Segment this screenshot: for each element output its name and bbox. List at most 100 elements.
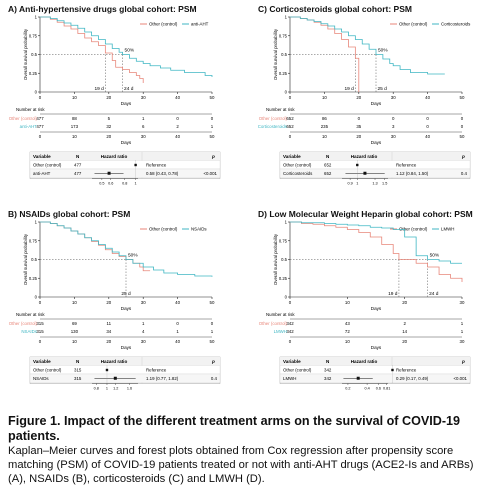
forest-tick-label: 1.3 [372, 182, 377, 186]
x-tick-label: 0 [289, 300, 292, 305]
x-tick-label: 40 [175, 300, 180, 305]
risk-value: 130 [71, 329, 79, 334]
number-at-risk-label: Number at risk [266, 107, 295, 112]
risk-value: 342 [286, 329, 294, 334]
risk-x-tick-label: 20 [402, 339, 407, 344]
forest-tick-label: 1.6 [127, 387, 132, 391]
km-curve-treatment [40, 221, 213, 277]
median-day-label: 24 d [124, 86, 134, 92]
risk-x-tick-label: 20 [106, 134, 111, 139]
forest-n: 315 [74, 367, 82, 372]
forest-header-hr: Hazard ratio [351, 359, 378, 364]
forest-n: 652 [324, 162, 332, 167]
risk-x-tick-label: 0 [289, 134, 292, 139]
forest-header-n: N [326, 359, 330, 364]
y-tick-label: 0 [35, 295, 38, 300]
y-axis-label: Overall survival probability [23, 233, 28, 285]
risk-row-label: LMWH [274, 329, 287, 334]
risk-value: 1 [176, 329, 179, 334]
risk-value: 5 [108, 116, 111, 121]
forest-header-hr: Hazard ratio [351, 154, 378, 159]
forest-hr-text: 0.29 (0.17, 0.49) [396, 376, 429, 381]
y-tick-label: 0.75 [29, 238, 38, 243]
risk-x-axis-label: Days [121, 345, 132, 350]
y-tick-label: 1 [285, 220, 288, 225]
x-tick-label: 10 [322, 95, 327, 100]
median-day-label: 19 d [345, 86, 355, 92]
risk-value: 1 [461, 329, 464, 334]
legend-label-control: Other (control) [149, 227, 178, 232]
risk-value: 3 [392, 124, 395, 129]
risk-row-label: anti-AHT [20, 124, 38, 129]
risk-value: 0 [426, 124, 429, 129]
forest-tick-label: 0.4 [364, 387, 369, 391]
panel-c: C) Corticosteroids global cohort: PSM 0 0… [250, 0, 500, 200]
y-tick-label: 0 [35, 90, 38, 95]
panel-title: C) Corticosteroids global cohort: PSM [258, 4, 412, 14]
km-curve-control [290, 221, 463, 282]
x-axis-label: Days [371, 101, 382, 106]
x-tick-label: 40 [425, 95, 430, 100]
forest-point-estimate [113, 376, 117, 380]
risk-x-tick-label: 20 [106, 339, 111, 344]
forest-n: 342 [324, 367, 332, 372]
forest-header-bg [30, 152, 220, 161]
forest-p-value: 0.4 [211, 376, 218, 381]
y-tick-label: 1 [35, 220, 38, 225]
risk-x-tick-label: 10 [72, 134, 77, 139]
forest-header-variable: Variable [283, 359, 301, 364]
forest-variable: Other (control) [283, 162, 312, 167]
risk-value: 0 [211, 321, 214, 326]
x-tick-label: 0 [39, 300, 42, 305]
forest-header-bg [30, 357, 220, 366]
number-at-risk-label: Number at risk [266, 312, 295, 317]
forest-header-variable: Variable [33, 154, 51, 159]
risk-value: 2 [176, 124, 179, 129]
legend-label-control: Other (control) [399, 22, 428, 27]
forest-point-estimate [107, 171, 111, 175]
median-day-label: 19 d [388, 291, 398, 297]
km-curve-treatment [290, 221, 462, 264]
risk-value: 72 [345, 329, 350, 334]
risk-row-label: Other (control) [9, 116, 38, 121]
risk-value: 173 [71, 124, 79, 129]
risk-x-tick-label: 10 [345, 339, 350, 344]
figure-caption: Figure 1. Impact of the different treatm… [8, 414, 494, 487]
risk-value: 86 [322, 116, 327, 121]
legend-label-control: Other (control) [399, 227, 428, 232]
risk-value: 1 [142, 321, 145, 326]
forest-tick-label: 1.5 [382, 182, 387, 186]
legend-label-treatment: Corticosteroids [441, 22, 471, 27]
risk-value: 0 [358, 116, 361, 121]
forest-tick-label: 0.8 [122, 182, 127, 186]
x-tick-label: 30 [141, 95, 146, 100]
y-tick-label: 0.5 [31, 52, 37, 57]
panel-title: B) NSAIDs global cohort: PSM [8, 209, 131, 219]
x-axis-label: Days [371, 306, 382, 311]
forest-tick-label: 0.5 [99, 182, 104, 186]
risk-value: 0 [392, 116, 395, 121]
risk-value: 235 [321, 124, 329, 129]
risk-x-tick-label: 50 [460, 134, 465, 139]
x-tick-label: 30 [460, 300, 465, 305]
y-axis-label: Overall survival probability [273, 233, 278, 285]
x-tick-label: 50 [460, 95, 465, 100]
forest-variable: NSAIDs [33, 376, 49, 381]
y-tick-label: 0.75 [279, 33, 288, 38]
forest-header-p: p [461, 154, 465, 159]
risk-x-axis-label: Days [371, 345, 382, 350]
risk-value: 11 [107, 321, 112, 326]
risk-value: 652 [286, 124, 294, 129]
forest-variable: Other (control) [283, 367, 312, 372]
y-tick-label: 0.25 [29, 71, 38, 76]
forest-n: 342 [324, 376, 332, 381]
legend-label-control: Other (control) [149, 22, 178, 27]
x-tick-label: 20 [106, 300, 111, 305]
forest-hr-text: Reference [146, 367, 167, 372]
y-tick-label: 0 [285, 90, 288, 95]
risk-value: 1 [211, 329, 214, 334]
forest-p-value: <0.001 [453, 376, 467, 381]
